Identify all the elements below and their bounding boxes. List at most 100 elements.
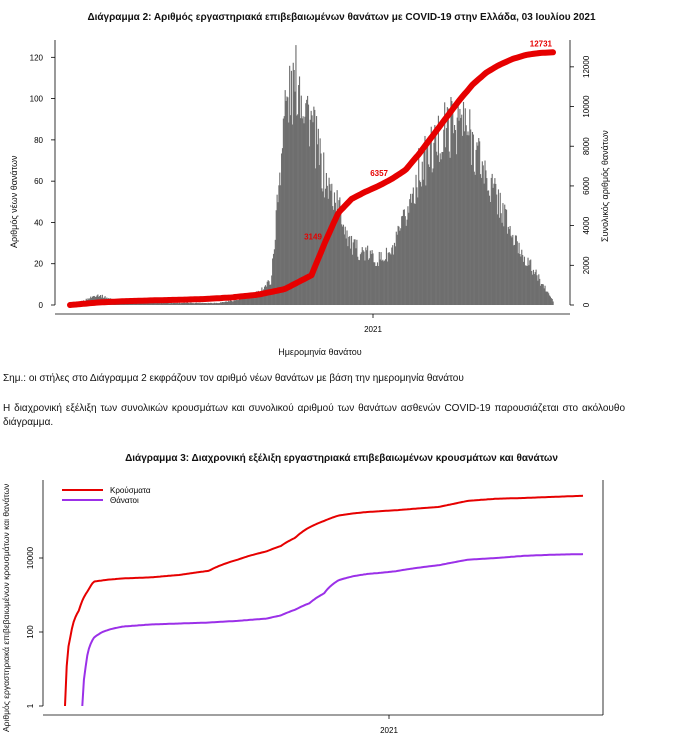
daily-death-bar xyxy=(429,140,431,305)
daily-death-bar xyxy=(137,303,139,305)
chart2-x-tick-label: 2021 xyxy=(364,325,382,334)
daily-death-bar xyxy=(221,301,224,305)
daily-death-bar xyxy=(531,271,533,305)
daily-death-bar xyxy=(154,302,156,305)
daily-death-bar xyxy=(475,149,477,305)
daily-death-bar xyxy=(552,301,554,305)
daily-death-bar xyxy=(398,226,400,305)
daily-death-bar xyxy=(306,99,308,305)
daily-death-bar xyxy=(350,235,353,305)
daily-death-bar xyxy=(197,302,199,305)
daily-death-bar xyxy=(208,303,210,305)
daily-death-bar xyxy=(436,155,439,305)
daily-death-bar xyxy=(367,259,370,305)
daily-death-bar xyxy=(255,291,258,305)
daily-death-bar xyxy=(405,225,407,305)
daily-death-bar xyxy=(352,242,354,305)
daily-death-bar xyxy=(193,303,195,305)
daily-death-bar xyxy=(169,303,171,305)
daily-death-bar xyxy=(333,192,336,305)
daily-death-bar xyxy=(461,114,463,306)
daily-death-bar xyxy=(522,261,525,305)
daily-death-bar xyxy=(168,303,170,305)
daily-death-bar xyxy=(452,112,454,306)
daily-death-bar xyxy=(253,295,255,305)
daily-death-bar xyxy=(314,109,316,305)
daily-death-bar xyxy=(390,254,392,305)
daily-death-bar xyxy=(395,231,397,305)
daily-death-bar xyxy=(497,189,500,305)
daily-death-bar xyxy=(138,302,140,305)
daily-death-bar xyxy=(359,254,362,305)
daily-death-bar xyxy=(206,303,208,305)
daily-death-bar xyxy=(188,303,190,305)
daily-death-bar xyxy=(530,259,532,305)
daily-death-bar xyxy=(479,141,481,305)
daily-death-bar xyxy=(443,129,445,305)
daily-death-bar xyxy=(509,226,511,305)
daily-death-bar xyxy=(233,300,235,305)
chart2-plot: 0 20 40 60 80 100 120 0 2000 4000 6000 8000 10000 120… xyxy=(30,39,591,334)
daily-death-bar xyxy=(510,235,512,305)
daily-death-bar xyxy=(394,246,396,305)
daily-death-bar xyxy=(488,190,490,305)
daily-death-bar xyxy=(541,284,543,305)
daily-death-bar xyxy=(540,283,543,305)
daily-death-bar xyxy=(276,194,278,305)
daily-death-bar xyxy=(225,301,227,305)
daily-death-bar xyxy=(318,165,320,305)
daily-death-bar xyxy=(297,114,299,305)
daily-death-bar xyxy=(196,303,198,305)
daily-death-bar xyxy=(219,302,221,305)
daily-death-bar xyxy=(280,185,282,305)
daily-death-bar xyxy=(284,90,286,305)
daily-death-bar xyxy=(460,117,462,305)
chart2-y2-tick-label: 6000 xyxy=(582,176,591,194)
daily-death-bar xyxy=(537,280,539,305)
daily-death-bar xyxy=(388,252,390,305)
daily-death-bar xyxy=(298,76,301,305)
daily-death-bar xyxy=(418,148,420,305)
daily-death-bar xyxy=(543,288,545,305)
daily-death-bar xyxy=(419,182,422,305)
daily-death-bar xyxy=(431,172,433,305)
daily-death-bar xyxy=(158,303,160,305)
daily-death-bar xyxy=(438,161,440,305)
daily-death-bar xyxy=(272,258,274,305)
daily-death-bar xyxy=(360,252,362,305)
daily-death-bar xyxy=(353,239,355,305)
chart2-title: Διάγραμμα 2: Αριθμός εργαστηριακά επιβεβ… xyxy=(87,12,596,23)
daily-death-bar xyxy=(247,296,250,305)
daily-death-bar xyxy=(146,302,148,305)
daily-death-bar xyxy=(165,303,167,305)
daily-death-bar xyxy=(380,252,382,305)
daily-death-bar xyxy=(199,302,201,305)
daily-death-bar xyxy=(345,238,347,305)
daily-death-bar xyxy=(350,248,352,305)
daily-death-bar xyxy=(237,300,239,305)
daily-death-bar xyxy=(242,298,244,305)
daily-death-bar xyxy=(358,259,360,305)
daily-death-bar xyxy=(222,302,224,305)
daily-death-bar xyxy=(234,300,236,305)
daily-death-bar xyxy=(186,302,188,305)
daily-death-bar xyxy=(490,177,492,305)
daily-death-bar xyxy=(290,70,293,305)
daily-death-bar xyxy=(458,120,460,305)
daily-death-bar xyxy=(343,234,345,305)
daily-death-bar xyxy=(356,239,358,305)
daily-death-bar xyxy=(307,104,310,305)
daily-death-bar xyxy=(419,180,421,305)
daily-death-bar xyxy=(444,102,446,305)
daily-death-bar xyxy=(312,122,314,305)
daily-death-bar xyxy=(495,183,497,305)
daily-death-bar xyxy=(241,299,243,305)
daily-death-bar xyxy=(427,164,430,305)
daily-death-bar xyxy=(227,301,229,305)
daily-death-bar xyxy=(409,199,411,305)
daily-death-bar xyxy=(229,300,232,305)
daily-death-bar xyxy=(246,298,248,305)
daily-death-bar xyxy=(143,302,146,305)
daily-death-bar xyxy=(155,303,157,305)
daily-death-bar xyxy=(377,266,379,305)
